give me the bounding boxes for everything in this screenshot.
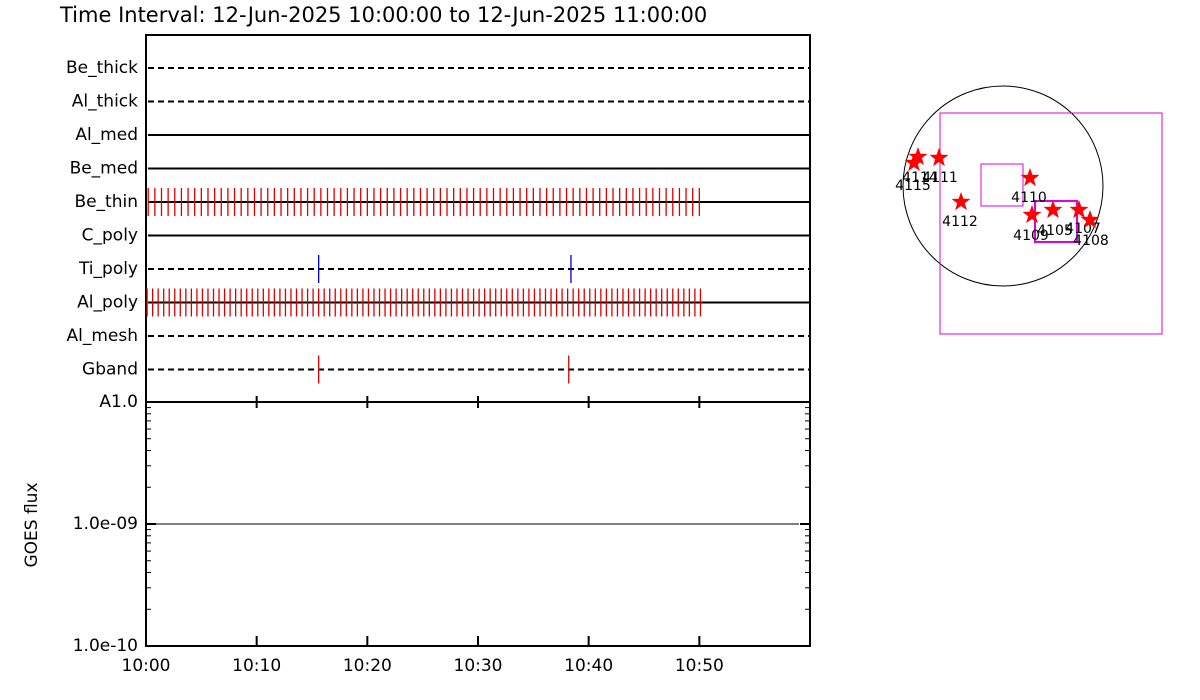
fov-box bbox=[1034, 200, 1078, 243]
region-star bbox=[1080, 210, 1100, 229]
title: Time Interval: 12-Jun-2025 10:00:00 to 1… bbox=[59, 3, 707, 27]
x-tick-label: 10:20 bbox=[343, 656, 392, 676]
row-label: Al_poly bbox=[77, 293, 138, 313]
x-tick-label: 10:30 bbox=[454, 656, 503, 676]
row-label: C_poly bbox=[82, 226, 138, 246]
region-label: 4105 bbox=[1037, 223, 1073, 239]
region-star bbox=[1069, 200, 1089, 219]
region-star bbox=[1043, 200, 1063, 219]
y-tick-label: A1.0 bbox=[99, 392, 138, 412]
region-star bbox=[951, 192, 971, 211]
solar-limb bbox=[902, 85, 1104, 287]
row-label: Al_thick bbox=[72, 92, 138, 112]
x-tick-label: 10:10 bbox=[232, 656, 281, 676]
row-label: Ti_poly bbox=[78, 259, 138, 279]
row-label: Be_thick bbox=[66, 58, 138, 78]
region-star bbox=[1022, 205, 1042, 224]
row-label: Be_thin bbox=[74, 192, 138, 212]
region-label: 4111 bbox=[922, 170, 958, 186]
row-label: Be_med bbox=[70, 159, 138, 179]
row-label: Al_med bbox=[75, 125, 138, 145]
region-label: 4114 bbox=[902, 170, 938, 186]
region-label: 4108 bbox=[1073, 233, 1109, 249]
row-label: Al_mesh bbox=[66, 326, 138, 346]
y-tick-label: 1.0e-09 bbox=[73, 514, 138, 534]
region-star bbox=[929, 148, 949, 167]
region-star bbox=[908, 147, 928, 166]
x-tick-label: 10:00 bbox=[122, 656, 171, 676]
x-tick-label: 10:50 bbox=[675, 656, 724, 676]
row-label: Gband bbox=[82, 360, 138, 380]
y-tick-label: 1.0e-10 bbox=[73, 636, 138, 656]
region-label: 4110 bbox=[1011, 190, 1047, 206]
region-star bbox=[1020, 168, 1040, 187]
region-label: 4115 bbox=[895, 178, 931, 194]
region-label: 4109 bbox=[1013, 228, 1049, 244]
timeline-frame bbox=[145, 34, 811, 403]
region-label: 4112 bbox=[942, 214, 978, 230]
fov-box bbox=[980, 163, 1024, 207]
x-tick-label: 10:40 bbox=[564, 656, 613, 676]
fov-box bbox=[939, 112, 1163, 335]
y-axis-label: GOES flux bbox=[22, 482, 42, 567]
